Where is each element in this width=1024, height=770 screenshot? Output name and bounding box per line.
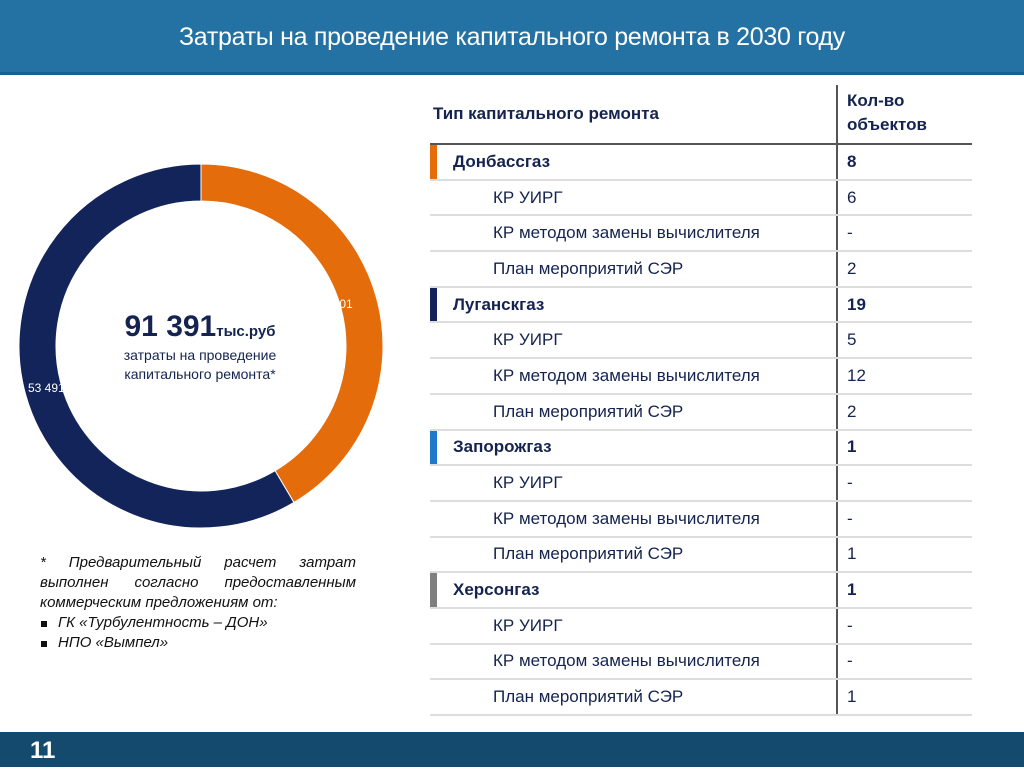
table-row: КР УИРГ -: [430, 608, 972, 645]
repair-count: -: [836, 644, 972, 679]
repair-count: 1: [836, 680, 972, 714]
repair-type: КР методом замены вычислителя: [493, 365, 760, 385]
table-group-row: Донбассгаз 8: [430, 145, 972, 181]
total-value: 91 391: [124, 310, 217, 343]
group-count: 1: [836, 573, 972, 607]
total-caption: затраты на проведение капитального ремон…: [123, 347, 277, 382]
repair-type: КР УИРГ: [493, 615, 563, 635]
table-row: План мероприятий СЭР 1: [430, 537, 972, 574]
footnote-item: ГК «Турбулентность – ДОН»: [40, 613, 356, 633]
group-count: 19: [836, 287, 972, 322]
repair-type: План мероприятий СЭР: [493, 544, 684, 564]
repair-count: 2: [836, 394, 972, 429]
group-name: Луганскгаз: [453, 294, 545, 314]
table-row: КР методом замены вычислителя -: [430, 644, 972, 681]
repair-table: Тип капитального ремонта Кол-во объектов…: [430, 85, 972, 716]
footnote-text: * Предварительный расчет затрат выполнен…: [40, 554, 356, 611]
repair-type: КР методом замены вычислителя: [493, 223, 760, 243]
header-type: Тип капитального ремонта: [433, 104, 659, 123]
group-color-bar: [430, 430, 437, 465]
table-row: КР методом замены вычислителя 12: [430, 359, 972, 395]
group-count: 1: [836, 430, 972, 465]
group-color-bar: [430, 287, 437, 322]
total-unit: тыс.руб: [216, 323, 276, 340]
footnote: * Предварительный расчет затрат выполнен…: [40, 553, 356, 653]
slide-title: Затраты на проведение капитального ремон…: [0, 0, 1024, 75]
table-group-row: Запорожгаз 1: [430, 430, 972, 467]
slice-label-0: 37 901: [316, 297, 353, 311]
slice-label-1: 53 491: [28, 381, 65, 395]
table-header: Тип капитального ремонта Кол-во объектов: [430, 85, 972, 145]
group-count: 8: [836, 145, 972, 179]
repair-type: КР методом замены вычислителя: [493, 651, 760, 671]
repair-type: КР методом замены вычислителя: [493, 508, 760, 528]
table-row: КР методом замены вычислителя -: [430, 216, 972, 253]
group-name: Херсонгаз: [453, 580, 540, 600]
table-row: КР методом замены вычислителя -: [430, 501, 972, 538]
table-row: КР УИРГ 6: [430, 180, 972, 217]
repair-count: 2: [836, 252, 972, 286]
group-color-bar: [430, 145, 437, 179]
table-group-row: Луганскгаз 19: [430, 287, 972, 324]
group-color-bar: [430, 573, 437, 607]
repair-count: -: [836, 501, 972, 536]
table-group-row: Херсонгаз 1: [430, 573, 972, 609]
group-name: Донбассгаз: [453, 151, 551, 171]
footnote-item: НПО «Вымпел»: [40, 633, 356, 653]
table-row: План мероприятий СЭР 2: [430, 394, 972, 431]
donut-slice-0: [200, 163, 384, 504]
repair-count: 1: [836, 537, 972, 572]
group-name: Запорожгаз: [453, 437, 552, 457]
page-number: 11: [0, 732, 1024, 767]
donut-chart: [18, 163, 384, 529]
repair-type: КР УИРГ: [493, 330, 563, 350]
repair-count: 5: [836, 323, 972, 358]
repair-type: План мероприятий СЭР: [493, 258, 684, 278]
repair-type: План мероприятий СЭР: [493, 687, 684, 707]
donut-center: 91 391тыс.руб затраты на проведение капи…: [80, 310, 320, 384]
donut-slice-1: [18, 163, 295, 529]
repair-type: КР УИРГ: [493, 473, 563, 493]
repair-count: -: [836, 466, 972, 500]
repair-count: 12: [836, 359, 972, 393]
repair-count: 6: [836, 180, 972, 215]
table-row: КР УИРГ -: [430, 466, 972, 502]
repair-count: -: [836, 608, 972, 643]
repair-type: План мероприятий СЭР: [493, 401, 684, 421]
table-row: План мероприятий СЭР 1: [430, 680, 972, 716]
repair-type: КР УИРГ: [493, 187, 563, 207]
repair-count: -: [836, 216, 972, 251]
table-row: План мероприятий СЭР 2: [430, 252, 972, 288]
table-row: КР УИРГ 5: [430, 323, 972, 360]
header-count: Кол-во объектов: [836, 85, 972, 143]
